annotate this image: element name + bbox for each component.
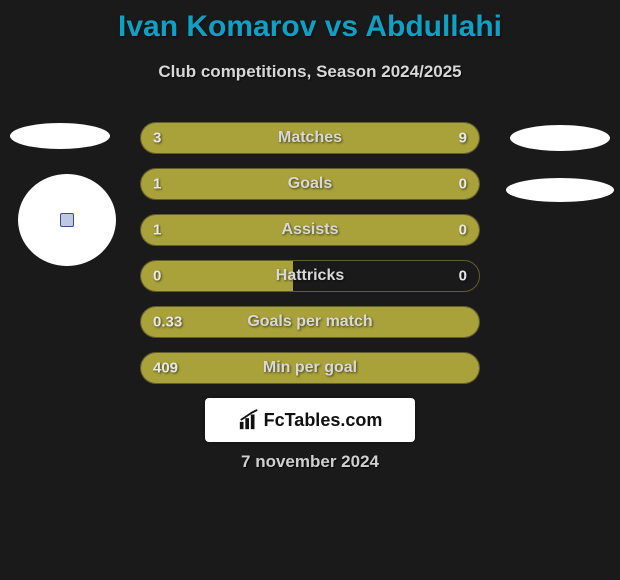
avatar-placeholder-icon: [60, 213, 74, 227]
stat-label: Min per goal: [263, 359, 357, 377]
stat-bar-left: [141, 215, 401, 245]
stat-bar-right: [401, 169, 479, 199]
stat-value-left: 0.33: [153, 314, 182, 331]
stat-row: 1 Goals 0: [140, 168, 480, 200]
stat-row: 0 Hattricks 0: [140, 260, 480, 292]
stat-label: Assists: [282, 221, 339, 239]
page-title: Ivan Komarov vs Abdullahi: [0, 0, 620, 44]
stat-value-left: 1: [153, 176, 161, 193]
stat-value-right: 9: [459, 130, 467, 147]
stat-row: 3 Matches 9: [140, 122, 480, 154]
stat-label: Hattricks: [276, 267, 344, 285]
stat-value-left: 1: [153, 222, 161, 239]
stat-value-right: 0: [459, 268, 467, 285]
logo-text: FcTables.com: [264, 410, 383, 431]
fctables-logo: FcTables.com: [205, 398, 415, 442]
player-right-badge-top: [510, 125, 610, 151]
chart-bars-icon: [238, 409, 260, 431]
player-left-avatar: [18, 174, 116, 266]
stat-label: Goals: [288, 175, 332, 193]
stat-value-right: 0: [459, 176, 467, 193]
stat-row: 0.33 Goals per match: [140, 306, 480, 338]
stat-row: 409 Min per goal: [140, 352, 480, 384]
player-right-badge-mid: [506, 178, 614, 202]
stat-value-right: 0: [459, 222, 467, 239]
stat-bar-right: [401, 215, 479, 245]
stat-bar-right: [215, 123, 479, 153]
player-left-badge-top: [10, 123, 110, 149]
stat-row: 1 Assists 0: [140, 214, 480, 246]
stat-value-left: 409: [153, 360, 178, 377]
stat-bar-left: [141, 169, 401, 199]
footer-date: 7 november 2024: [0, 452, 620, 472]
stat-value-left: 3: [153, 130, 161, 147]
stats-chart: 3 Matches 9 1 Goals 0 1 Assists 0 0 Hattricks 0 0.33…: [140, 122, 480, 398]
stat-label: Goals per match: [247, 313, 372, 331]
page-subtitle: Club competitions, Season 2024/2025: [0, 62, 620, 82]
stat-bar-left: [141, 261, 293, 291]
stat-label: Matches: [278, 129, 342, 147]
stat-value-left: 0: [153, 268, 161, 285]
